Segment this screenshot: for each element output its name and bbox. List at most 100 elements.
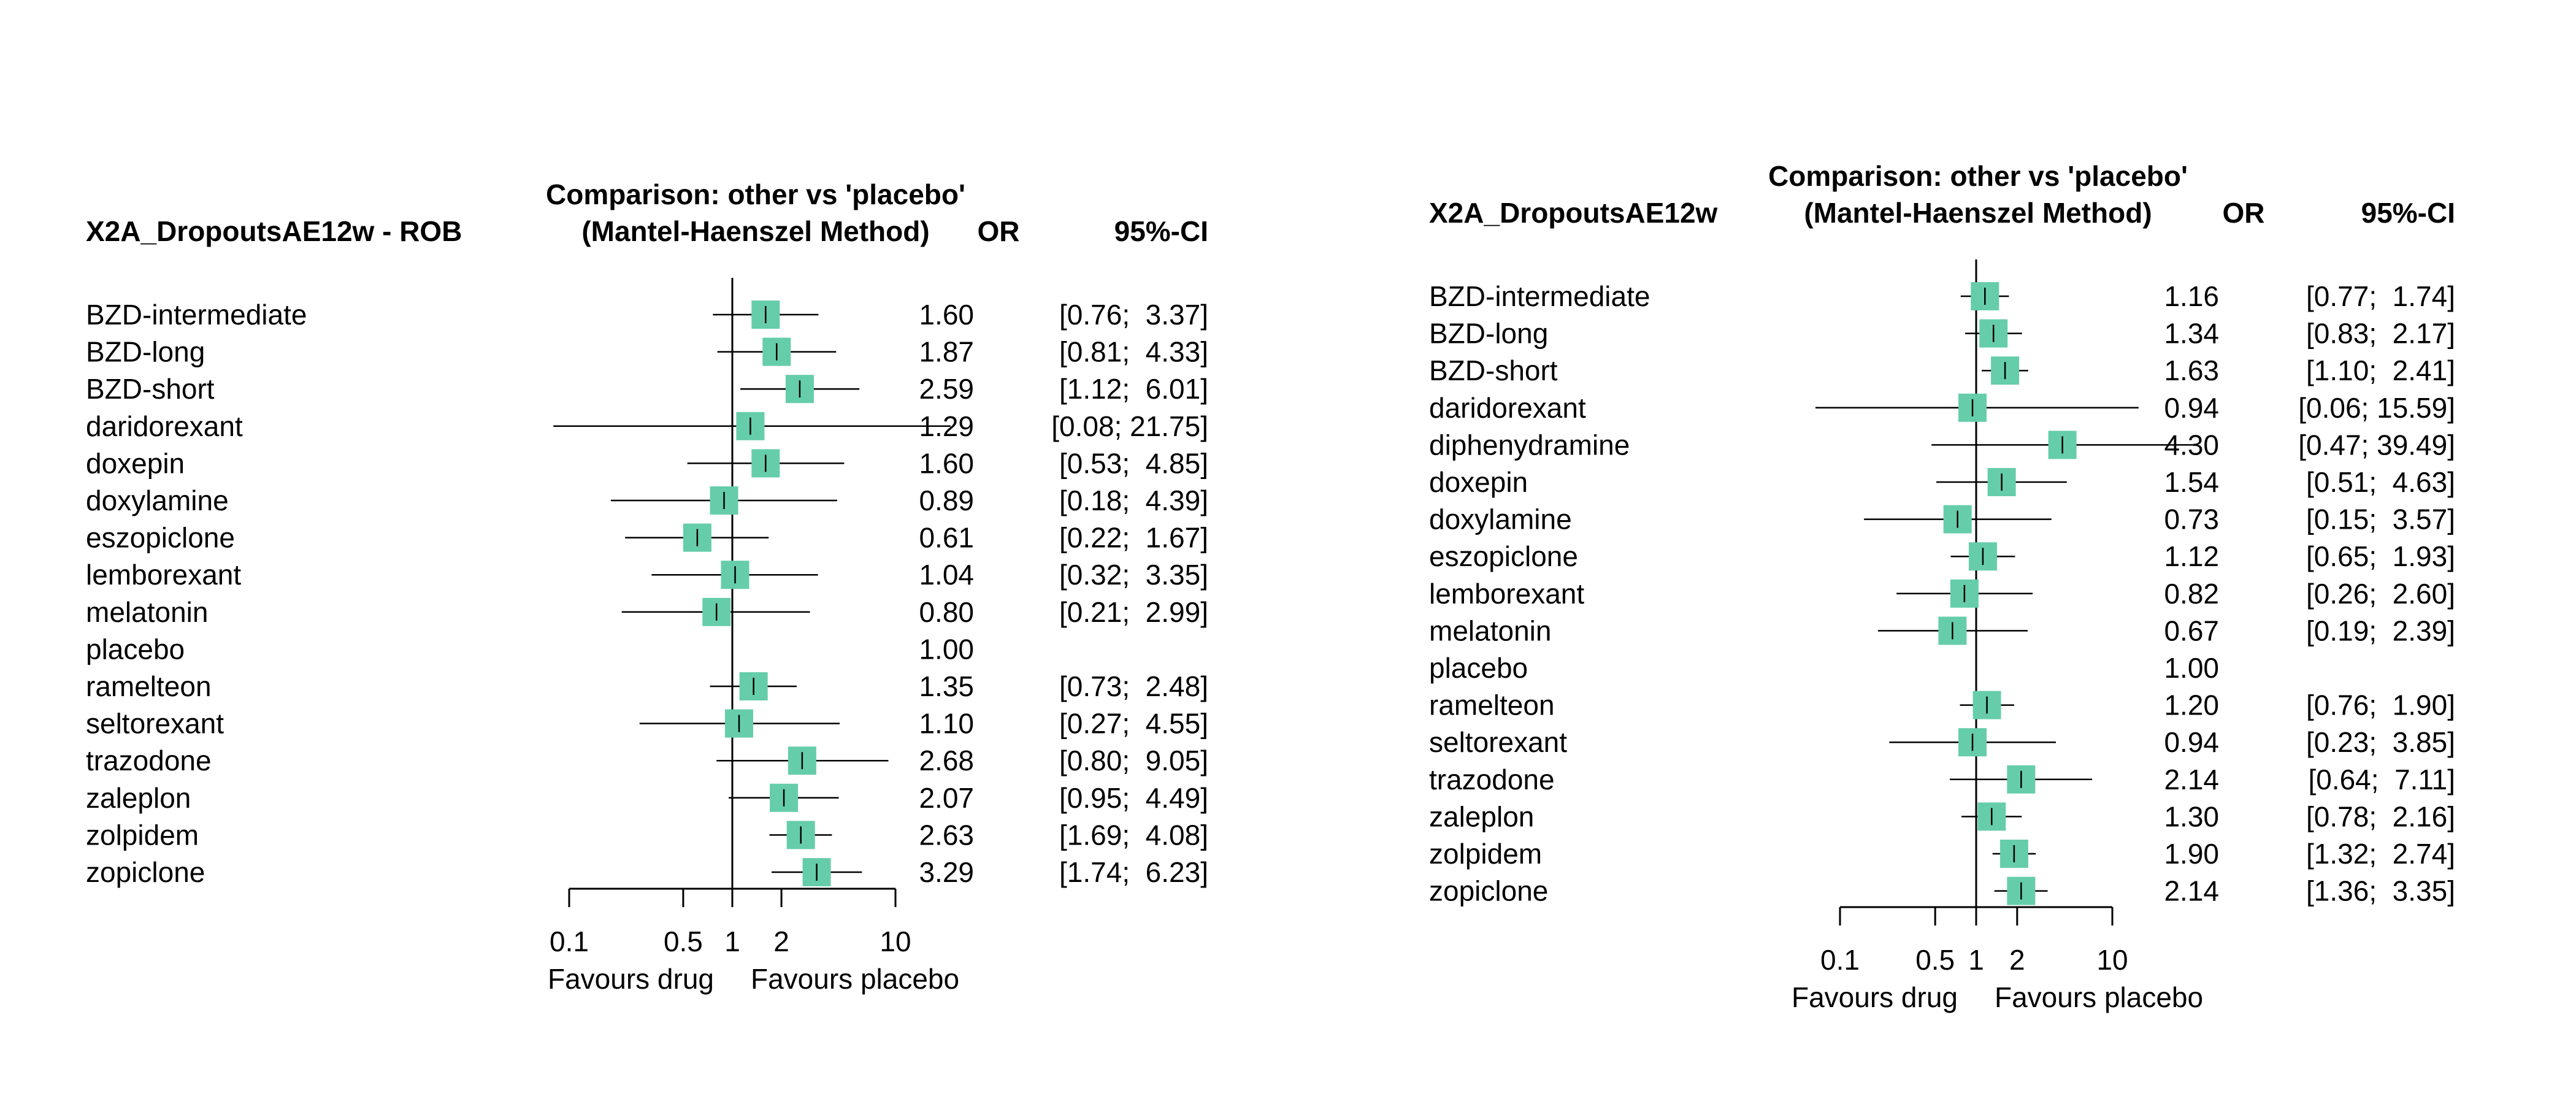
or-value: 1.00 [2164,652,2219,684]
forest-row: BZD-long 1.87 [0.81; 4.33] [86,336,1208,368]
forest-row: doxepin 1.60 [0.53; 4.85] [86,447,1208,479]
treatment-label: eszopiclone [86,522,235,554]
forest-row: ramelteon 1.35 [0.73; 2.48] [86,670,1208,702]
ci-value: [0.08; 21.75] [1051,410,1208,442]
or-value: 1.30 [2164,800,2219,832]
treatment-label: melatonin [1429,615,1551,646]
method-header: (Mantel-Haenszel Method) [581,215,929,247]
treatment-label: BZD-short [1429,355,1558,386]
forest-row: trazodone 2.14 [0.64; 7.11] [1429,764,2455,795]
treatment-label: zopiclone [1429,875,1548,907]
x-tick-label: 0.1 [550,926,589,957]
ci-value: [0.19; 2.39] [2306,615,2455,646]
ci-value: [1.74; 6.23] [1059,856,1208,888]
favours-drug-label: Favours drug [548,963,714,995]
favours-placebo-label: Favours placebo [751,963,959,995]
forest-row: zolpidem 1.90 [1.32; 2.74] [1429,838,2455,870]
treatment-label: seltorexant [86,708,224,740]
x-tick-label: 0.5 [664,926,703,957]
forest-row: zaleplon 2.07 [0.95; 4.49] [86,782,1208,814]
forest-row: melatonin 0.80 [0.21; 2.99] [86,596,1208,628]
forest-row: daridorexant 1.29 [0.08; 21.75] [86,410,1208,442]
or-value: 1.90 [2164,838,2219,870]
treatment-label: diphenydramine [1429,429,1630,461]
or-value: 0.73 [2164,504,2219,535]
treatment-label: BZD-long [86,336,205,368]
ci-value: [0.95; 4.49] [1059,782,1208,814]
forest-row: zaleplon 1.30 [0.78; 2.16] [1429,800,2455,832]
ci-value: [1.36; 3.35] [2306,875,2455,907]
treatment-label: doxylamine [1429,504,1572,535]
ci-value: [0.18; 4.39] [1059,485,1208,516]
or-value: 1.16 [2164,280,2219,312]
forest-row: trazodone 2.68 [0.80; 9.05] [86,745,1208,776]
forest-row: ramelteon 1.20 [0.76; 1.90] [1429,689,2455,721]
forest-row: seltorexant 1.10 [0.27; 4.55] [86,708,1208,740]
treatment-label: lemborexant [86,559,241,591]
or-value: 0.89 [919,485,974,516]
or-value: 1.54 [2164,466,2219,498]
treatment-label: placebo [86,633,185,665]
treatment-label: seltorexant [1429,726,1567,758]
or-value: 2.63 [919,819,974,851]
comparison-header: Comparison: other vs 'placebo' [546,178,965,210]
or-value: 0.61 [919,522,974,554]
x-tick-label: 0.5 [1915,944,1955,976]
forest-row: eszopiclone 1.12 [0.65; 1.93] [1429,540,2455,572]
x-tick-label: 2 [2009,944,2025,976]
forest-row: BZD-short 2.59 [1.12; 6.01] [86,373,1208,405]
or-value: 1.63 [2164,355,2219,386]
treatment-label: BZD-intermediate [86,299,307,331]
or-value: 1.60 [919,447,974,479]
or-value: 2.14 [2164,764,2219,795]
treatment-label: ramelteon [86,670,212,702]
treatment-label: doxylamine [86,485,229,516]
treatment-label: BZD-long [1429,318,1548,350]
forest-row: doxylamine 0.89 [0.18; 4.39] [86,485,1208,516]
ci-value: [0.73; 2.48] [1059,670,1208,702]
ci-value: [1.69; 4.08] [1059,819,1208,851]
or-value: 0.80 [919,596,974,628]
x-tick-label: 1 [724,926,740,957]
forest-row: zopiclone 2.14 [1.36; 3.35] [1429,875,2455,907]
treatment-label: ramelteon [1429,689,1555,721]
treatment-label: BZD-intermediate [1429,280,1650,312]
method-header: (Mantel-Haenszel Method) [1804,197,2152,229]
forest-row: BZD-short 1.63 [1.10; 2.41] [1429,355,2455,386]
treatment-label: zopiclone [86,856,205,888]
ci-value: [0.15; 3.57] [2306,504,2455,535]
x-tick-label: 10 [880,926,911,957]
favours-placebo-label: Favours placebo [1995,981,2203,1013]
or-value: 1.35 [919,670,974,702]
or-value: 1.04 [919,559,974,591]
ci-value: [0.06; 15.59] [2298,392,2455,424]
treatment-label: zolpidem [1429,838,1542,870]
ci-header: 95%-CI [2361,197,2455,229]
ci-value: [1.12; 6.01] [1059,373,1208,405]
treatment-label: lemborexant [1429,578,1584,610]
ci-value: [0.77; 1.74] [2306,280,2455,312]
treatment-label: melatonin [86,596,208,628]
forest-row: lemborexant 0.82 [0.26; 2.60] [1429,578,2455,610]
ci-value: [0.83; 2.17] [2306,318,2455,350]
ci-value: [0.64; 7.11] [2308,764,2455,795]
or-value: 1.00 [919,633,974,665]
or-header: OR [978,215,1020,247]
ci-header: 95%-CI [1114,215,1208,247]
ci-value: [0.81; 4.33] [1059,336,1208,368]
ci-value: [1.32; 2.74] [2306,838,2455,870]
forest-panel-1: X2A_DropoutsAE12w - ROB Comparison: other… [86,178,1208,995]
or-value: 1.10 [919,708,974,740]
forest-row: BZD-intermediate 1.16 [0.77; 1.74] [1429,280,2455,312]
forest-panel-2: X2A_DropoutsAE12w Comparison: other vs 'p… [1429,160,2455,1013]
x-tick-label: 10 [2096,944,2128,976]
ci-value: [0.80; 9.05] [1059,745,1208,776]
or-value: 1.87 [919,336,974,368]
forest-row: doxepin 1.54 [0.51; 4.63] [1429,466,2455,498]
treatment-label: BZD-short [86,373,215,405]
or-value: 2.07 [919,782,974,814]
or-value: 1.12 [2164,540,2219,572]
treatment-label: trazodone [86,745,212,776]
or-value: 3.29 [919,856,974,888]
